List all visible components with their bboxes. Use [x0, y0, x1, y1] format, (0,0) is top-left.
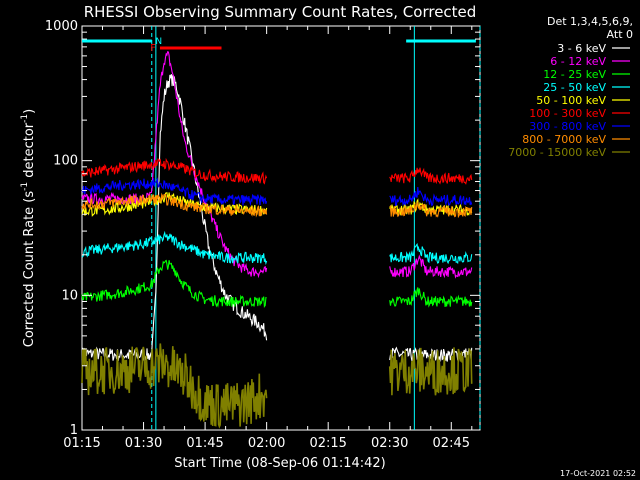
legend-item-4: 50 - 100 keV — [536, 94, 606, 107]
series-line-7-1 — [389, 201, 473, 219]
y-tick-label-2: 100 — [53, 154, 78, 169]
series-line-5-1 — [389, 167, 473, 185]
legend-item-3: 25 - 50 keV — [543, 81, 606, 94]
series-layer — [81, 50, 473, 429]
y-tick-label-3: 1000 — [45, 19, 78, 34]
legend-item-0: 3 - 6 keV — [557, 42, 606, 55]
legend-item-1: 6 - 12 keV — [550, 55, 606, 68]
legend-header-line-1: Det 1,3,4,5,6,9, — [547, 15, 633, 28]
plot-frame — [81, 25, 481, 431]
night-label: N — [155, 37, 162, 47]
y-tick-label-1: 10 — [61, 288, 78, 303]
series-line-5-0 — [81, 157, 268, 185]
series-300-800-kev — [81, 177, 473, 207]
x-tick-label-0: 01:15 — [63, 436, 100, 451]
series-line-7-0 — [81, 192, 268, 218]
legend-header-line-2: Att 0 — [607, 28, 633, 41]
x-tick-label-1: 01:30 — [125, 436, 162, 451]
series-line-6-0 — [81, 177, 268, 206]
legend-item-7: 800 - 7000 keV — [522, 133, 606, 146]
series-line-3-0 — [81, 230, 268, 266]
legend-item-8: 7000 - 15000 keV — [508, 146, 606, 159]
y-label-sup1: -1 — [20, 182, 30, 191]
series-12-25-kev — [81, 259, 473, 309]
x-axis-label: Start Time (08-Sep-06 01:14:42) — [174, 456, 385, 471]
x-tick-label-6: 02:45 — [433, 436, 470, 451]
y-label-main: Corrected Count Rate (s — [22, 191, 37, 348]
series-7000-15000-kev — [81, 343, 473, 429]
y-axis-label: Corrected Count Rate (s-1 detector-1) — [20, 109, 37, 347]
series-line-2-1 — [389, 287, 473, 308]
tick-layer: 01:15 01:30 01:45 02:00 02:15 02:30 02:45 1 10 10… — [45, 19, 480, 451]
x-tick-label-5: 02:30 — [371, 436, 408, 451]
y-label-sup2: -1 — [20, 114, 30, 123]
plot-area: FN 01:15 01:30 01:45 02:00 02:15 02:30 02:45 1 1… — [45, 19, 481, 451]
flare-flag-label: F — [150, 43, 156, 54]
series-25-50-kev — [81, 230, 473, 266]
chart-title: RHESSI Observing Summary Count Rates, Co… — [84, 3, 477, 21]
legend-item-5: 100 - 300 keV — [529, 107, 606, 120]
series-800-7000-kev — [81, 192, 473, 219]
series-line-1-1 — [389, 254, 473, 279]
series-line-3-1 — [389, 242, 473, 265]
y-label-end: ) — [22, 109, 37, 114]
legend-item-6: 300 - 800 keV — [529, 120, 606, 133]
series-line-0-0 — [81, 74, 268, 363]
x-tick-label-2: 01:45 — [186, 436, 223, 451]
series-100-300-kev — [81, 157, 473, 185]
y-label-mid: detector — [22, 122, 37, 182]
y-tick-label-0: 1 — [70, 423, 78, 438]
x-tick-label-3: 02:00 — [248, 436, 285, 451]
x-tick-label-4: 02:15 — [309, 436, 346, 451]
series-line-2-0 — [81, 259, 267, 309]
series-line-8-1 — [388, 347, 473, 396]
legend-item-2: 12 - 25 keV — [543, 68, 606, 81]
series-line-8-0 — [81, 343, 268, 429]
series-line-6-1 — [389, 186, 473, 207]
footer-date: 17-Oct-2021 02:52 — [560, 469, 636, 478]
